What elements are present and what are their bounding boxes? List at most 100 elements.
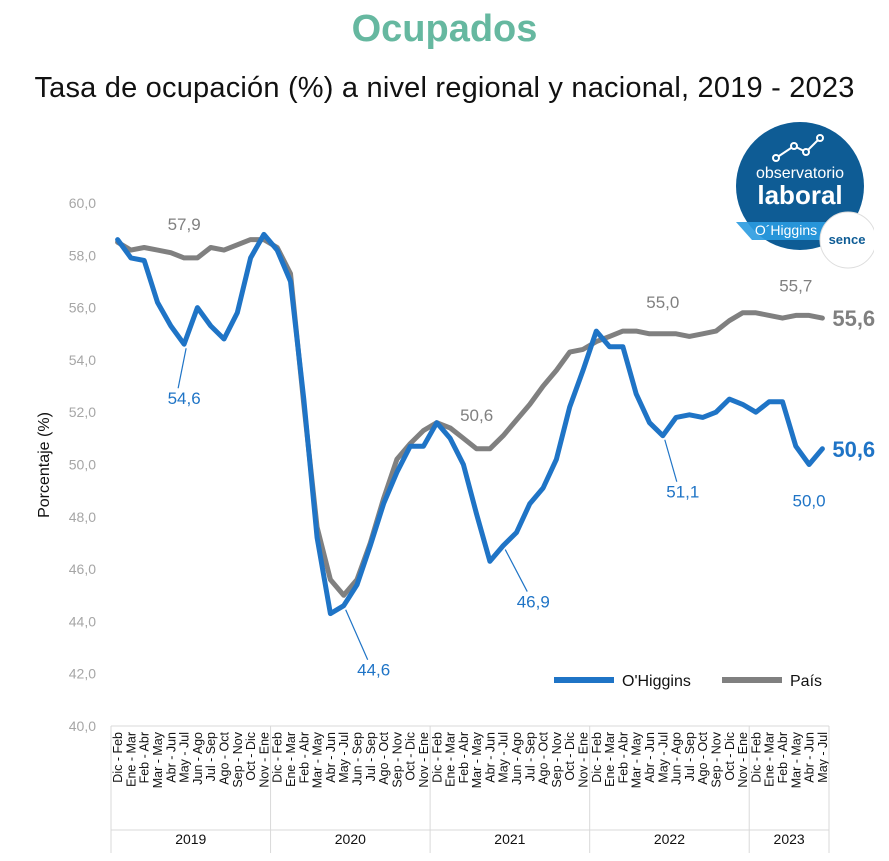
- year-label: 2020: [335, 831, 366, 847]
- y-tick-label: 56,0: [69, 300, 96, 316]
- x-tick-label: Jun - Sep: [350, 732, 364, 786]
- data-label: 55,0: [646, 293, 679, 312]
- annotation-layer: 57,9 54,6 44,6 50,6 46,9 55,0 51,1 55,7 50,0 55,6…: [168, 215, 876, 680]
- data-label: 57,9: [168, 215, 201, 234]
- x-tick-label: Feb - Abr: [616, 732, 630, 783]
- y-tick-label: 60,0: [69, 195, 96, 211]
- x-tick-label: Oct - Dic: [404, 732, 418, 781]
- x-tick-label: Mar - May: [311, 731, 325, 788]
- x-tick-label: Ene - Mar: [124, 732, 138, 787]
- y-tick-label: 58,0: [69, 247, 96, 263]
- data-label: 50,0: [793, 492, 826, 511]
- chart-subtitle: Tasa de ocupación (%) a nivel regional y…: [34, 72, 855, 104]
- y-tick-label: 48,0: [69, 509, 96, 525]
- data-label: 55,7: [779, 276, 812, 295]
- x-tick-label: Sep - Nov: [550, 731, 564, 787]
- x-tick-label: Nov - Ene: [577, 732, 591, 788]
- data-label: 51,1: [666, 483, 699, 502]
- x-tick-label: Abr - Jun: [803, 732, 817, 783]
- x-tick-label: Abr - Jun: [164, 732, 178, 783]
- x-tick-label: Ene - Mar: [763, 732, 777, 787]
- x-tick-label: Sep - Nov: [390, 731, 404, 787]
- y-tick-label: 54,0: [69, 352, 96, 368]
- x-tick-label: Dic - Feb: [590, 732, 604, 783]
- x-tick-label: May - Jul: [497, 732, 511, 783]
- chart-title: Ocupados: [351, 8, 538, 50]
- x-tick-label: Ene - Mar: [444, 732, 458, 787]
- x-tick-label: Sep - Nov: [231, 731, 245, 787]
- sence-badge: [819, 211, 874, 269]
- x-tick-label: Jul - Sep: [364, 732, 378, 781]
- annotation-leader: [664, 439, 678, 482]
- x-tick-label: Ago - Oct: [218, 731, 232, 784]
- y-tick-label: 46,0: [69, 561, 96, 577]
- x-tick-label: Sep - Nov: [709, 731, 723, 787]
- legend-label-pais: País: [790, 673, 822, 690]
- x-tick-label: Jul - Sep: [523, 732, 537, 781]
- series-line-ohiggins: [115, 231, 825, 617]
- year-label: 2022: [654, 831, 685, 847]
- x-tick-label: Nov - Ene: [417, 732, 431, 788]
- x-tick-label: Feb - Abr: [457, 732, 471, 783]
- y-tick-label: 44,0: [69, 613, 96, 629]
- x-tick-label: Ago - Oct: [537, 731, 551, 784]
- series-layer: [115, 231, 825, 617]
- legend: O'Higgins País: [554, 673, 822, 690]
- y-tick-label: 40,0: [69, 718, 96, 734]
- sence-badge-label: sence: [829, 232, 866, 247]
- y-axis-label: Porcentaje (%): [36, 412, 53, 518]
- x-tick-label: Ago - Oct: [696, 731, 710, 784]
- x-tick-label: Dic - Feb: [111, 732, 125, 783]
- x-tick-label: Dic - Feb: [430, 732, 444, 783]
- end-value-label: 55,6: [832, 306, 875, 331]
- x-tick-label: Abr - Jun: [483, 732, 497, 783]
- data-label: 54,6: [168, 389, 201, 408]
- logo-line2: laboral: [757, 180, 842, 210]
- x-tick-label: Mar - May: [470, 731, 484, 788]
- observatorio-logo: observatorio laboral O´Higgins sence: [736, 122, 874, 269]
- x-tick-label: Feb - Abr: [297, 732, 311, 783]
- x-tick-label: Jul - Sep: [683, 732, 697, 781]
- x-tick-label: Jul - Sep: [204, 732, 218, 781]
- x-tick-label: Ene - Mar: [284, 732, 298, 787]
- x-tick-label: May - Jul: [656, 732, 670, 783]
- x-tick-label: Mar - May: [151, 731, 165, 788]
- y-tick-label: 52,0: [69, 404, 96, 420]
- year-label: 2019: [175, 831, 206, 847]
- x-axis: Dic - Feb Ene - Mar Feb - Abr Mar - May Abr …: [110, 725, 830, 853]
- annotation-leader: [504, 549, 528, 592]
- year-label: 2021: [494, 831, 525, 847]
- logo-line1: observatorio: [756, 165, 844, 182]
- x-tick-label: Jun - Ago: [670, 732, 684, 785]
- x-tick-label: Ene - Mar: [603, 732, 617, 787]
- data-label: 50,6: [460, 406, 493, 425]
- end-value-label: 50,6: [832, 437, 875, 462]
- x-tick-label: May - Jul: [337, 732, 351, 783]
- x-tick-label: Dic - Feb: [749, 732, 763, 783]
- logo-line3: O´Higgins: [755, 222, 817, 238]
- y-tick-label: 50,0: [69, 457, 96, 473]
- x-tick-label: Abr - Jun: [643, 732, 657, 783]
- x-tick-label: Jun - Ago: [191, 732, 205, 785]
- legend-label-oh: O'Higgins: [622, 673, 691, 690]
- x-tick-label: May - Jul: [816, 732, 830, 783]
- data-label: 44,6: [357, 661, 390, 680]
- y-axis: 40,0 42,0 44,0 46,0 48,0 50,0 52,0 54,0 56,0 58,0…: [69, 195, 96, 734]
- x-tick-label: Oct - Dic: [563, 732, 577, 781]
- x-tick-label: Mar - May: [630, 731, 644, 788]
- annotation-leader: [345, 609, 369, 660]
- x-tick-label: Oct - Dic: [244, 732, 258, 781]
- year-label: 2023: [774, 831, 805, 847]
- y-tick-label: 42,0: [69, 666, 96, 682]
- x-tick-label: Mar - May: [789, 731, 803, 788]
- trend-line-icon: [772, 134, 824, 162]
- series-line-pais: [115, 237, 825, 598]
- x-tick-label: Nov - Ene: [257, 732, 271, 788]
- x-tick-label: Nov - Ene: [736, 732, 750, 788]
- x-tick-label: Abr - Jun: [324, 732, 338, 783]
- x-tick-label: Jun - Ago: [510, 732, 524, 785]
- annotation-leader: [177, 348, 187, 389]
- x-tick-label: May - Jul: [178, 732, 192, 783]
- x-tick-label: Ago - Oct: [377, 731, 391, 784]
